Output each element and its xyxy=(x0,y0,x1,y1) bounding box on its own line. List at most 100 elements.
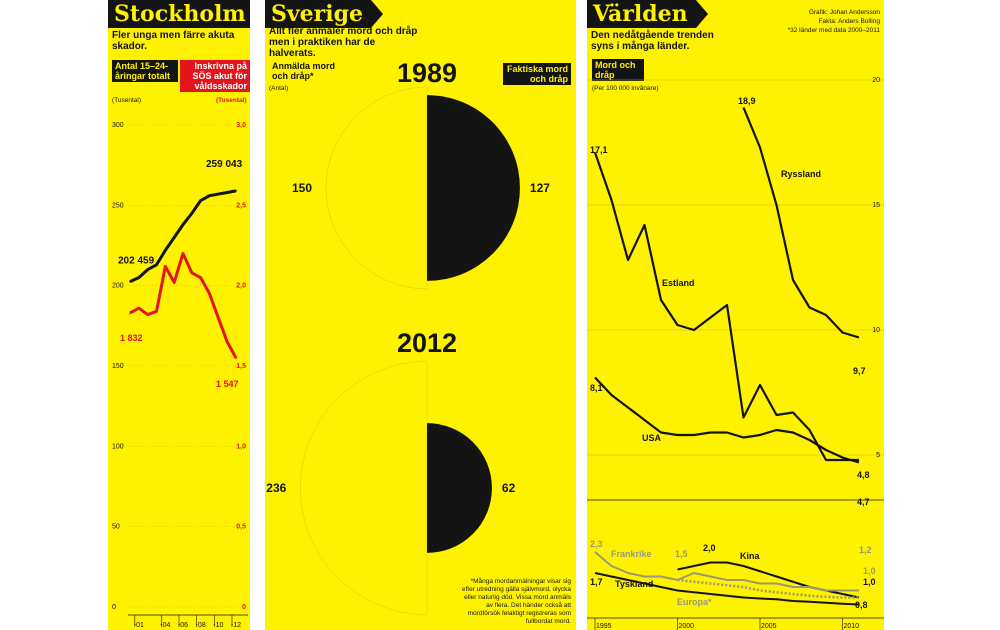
varlden-unit: (Per 100 000 invånare) xyxy=(592,85,659,92)
stockholm-unit-right: (Tusental) xyxy=(216,97,247,104)
stockholm-point-injuries xyxy=(173,281,175,284)
stockholm-point-youth xyxy=(138,276,140,279)
varlden-line-tyskland xyxy=(594,572,860,606)
sverige-value-actual: 62 xyxy=(502,481,516,495)
sverige-footnote: *Många mordanmälningar visar sig efter u… xyxy=(461,578,571,625)
stockholm-line-youth xyxy=(129,189,237,284)
varlden-line-usa xyxy=(594,376,860,464)
sverige-year-2012: 2012 xyxy=(397,328,457,358)
stockholm-ytick-right: 1,5 xyxy=(236,363,246,370)
varlden-value-ryssland-start: 18,9 xyxy=(738,96,756,106)
stockholm-chart: 0 0 50 0,5 100 1,0 150 1,5 200 2,0 250 2,5 300 3,0 -01… xyxy=(112,122,248,629)
stockholm-panel: Stockholm Fler unga men färre akuta skad… xyxy=(108,0,250,630)
varlden-ytick: 15 xyxy=(872,202,880,209)
varlden-credit-2: Fakta: Anders Bolling xyxy=(818,18,880,25)
varlden-series-label: Mord och dråp xyxy=(592,59,644,81)
sverige-panel: Sverige Allt fler anmäler mord och dråp … xyxy=(265,0,576,630)
stockholm-xtick-label: -06 xyxy=(178,622,188,629)
stockholm-point-injuries xyxy=(138,307,140,309)
varlden-value-europa-start: 1,5 xyxy=(675,549,688,559)
varlden-ytick: 5 xyxy=(876,452,880,459)
varlden-series-label-kina: Kina xyxy=(740,551,760,561)
stockholm-point-youth xyxy=(226,191,228,194)
varlden-ytick: 20 xyxy=(872,77,880,84)
stockholm-point-injuries xyxy=(182,252,184,255)
varlden-value-kina-end: 1,0 xyxy=(863,577,876,587)
varlden-value-europa-end: 1,0 xyxy=(863,566,876,576)
stockholm-ytick-right: 0 xyxy=(242,604,246,611)
sverige-slice-reported xyxy=(325,86,428,290)
varlden-series-label-estland: Estland xyxy=(662,278,695,288)
varlden-series-label-frankrike: Frankrike xyxy=(611,549,652,559)
varlden-subtitle: Den nedåtgående trenden syns i många län… xyxy=(591,30,714,52)
stockholm-ytick-right: 2,0 xyxy=(236,283,246,290)
stockholm-ytick-left: 0 xyxy=(112,604,116,611)
stockholm-point-youth xyxy=(164,249,167,252)
stockholm-ytick-left: 50 xyxy=(112,524,120,531)
stockholm-ytick-right: 3,0 xyxy=(236,122,246,129)
sverige-value-reported: 150 xyxy=(292,181,312,195)
stockholm-label-end-injuries: 1 547 xyxy=(216,379,239,389)
stockholm-xtick-label: -12 xyxy=(231,622,241,629)
stockholm-point-youth xyxy=(235,190,237,192)
stockholm-point-injuries xyxy=(226,341,228,343)
varlden-panel: Världen Den nedåtgående trenden syns i m… xyxy=(587,0,884,630)
varlden-value-tyskland-start: 1,7 xyxy=(590,577,603,587)
sverige-value-actual: 127 xyxy=(530,181,550,195)
stockholm-point-injuries xyxy=(164,265,167,268)
varlden-series-label-tyskland: Tyskland xyxy=(615,579,653,589)
stockholm-point-injuries xyxy=(129,312,131,314)
stockholm-ytick-left: 250 xyxy=(112,202,124,209)
stockholm-point-youth xyxy=(182,223,184,226)
sverige-slice-actual xyxy=(427,95,520,281)
varlden-title: Världen xyxy=(587,0,708,28)
stockholm-point-youth xyxy=(217,193,220,195)
stockholm-label-start-youth: 202 459 xyxy=(118,256,155,267)
stockholm-point-injuries xyxy=(235,357,237,359)
stockholm-ytick-left: 100 xyxy=(112,443,124,450)
stockholm-ytick-left: 150 xyxy=(112,363,124,370)
varlden-xtick-label: 2000 xyxy=(679,623,695,630)
stockholm-point-injuries xyxy=(217,317,220,319)
varlden-series-label-ryssland: Ryssland xyxy=(781,169,821,179)
varlden-value-frankrike-start: 2,3 xyxy=(590,539,603,549)
varlden-line-frankrike xyxy=(594,551,859,592)
sverige-label-reported: Anmälda mord och dråp* xyxy=(272,61,336,81)
stockholm-point-injuries xyxy=(199,276,202,279)
stockholm-point-youth xyxy=(191,212,193,215)
stockholm-label-start-injuries: 1 832 xyxy=(120,333,143,343)
stockholm-unit-left: (Tusental) xyxy=(112,97,142,104)
varlden-value-estland-start: 17,1 xyxy=(590,145,608,155)
stockholm-point-injuries xyxy=(208,292,211,295)
stockholm-point-injuries xyxy=(191,272,193,274)
stockholm-point-youth xyxy=(173,236,175,239)
stockholm-title: Stockholm xyxy=(108,0,250,28)
stockholm-point-youth xyxy=(208,194,211,197)
sverige-value-reported: 236 xyxy=(266,481,286,495)
stockholm-point-youth xyxy=(199,199,202,202)
varlden-value-usa-end: 4,7 xyxy=(857,497,870,507)
stockholm-label-left: Antal 15–24-åringar totalt xyxy=(112,60,178,82)
sverige-label-actual: Faktiska mord och dråp xyxy=(503,63,571,85)
varlden-line-estland xyxy=(593,152,859,462)
varlden-series-label-europa: Europa* xyxy=(677,597,712,607)
sverige-slice-actual xyxy=(427,423,492,553)
stockholm-ytick-right: 0,5 xyxy=(236,524,246,531)
stockholm-xtick-label: -01 xyxy=(134,622,144,629)
varlden-series-label-usa: USA xyxy=(642,433,662,443)
stockholm-label-end-youth: 259 043 xyxy=(206,159,243,170)
varlden-chart: 5 10 15 20 Ryssland Estland USA 17,1 18,9 9,7 8,1 4… xyxy=(587,77,884,630)
stockholm-ytick-right: 1,0 xyxy=(236,443,246,450)
varlden-value-frankrike-end: 1,2 xyxy=(859,545,872,555)
varlden-value-estland-end: 4,8 xyxy=(857,470,870,480)
varlden-value-ryssland-end: 9,7 xyxy=(853,366,866,376)
varlden-line-kina xyxy=(677,561,860,599)
stockholm-subtitle: Fler unga men färre akuta skador. xyxy=(112,30,235,52)
sverige-title: Sverige xyxy=(265,0,383,28)
stockholm-point-injuries xyxy=(155,310,158,313)
sverige-subtitle: Allt fler anmäler mord och dråp men i pr… xyxy=(269,26,418,59)
stockholm-xtick-label: -08 xyxy=(196,622,206,629)
sverige-unit-reported: (Antal) xyxy=(269,85,289,92)
sverige-chart: 1989 150 127 2012 236 62 xyxy=(266,58,550,615)
varlden-credit-1: Grafik: Johan Andersson xyxy=(808,9,880,16)
